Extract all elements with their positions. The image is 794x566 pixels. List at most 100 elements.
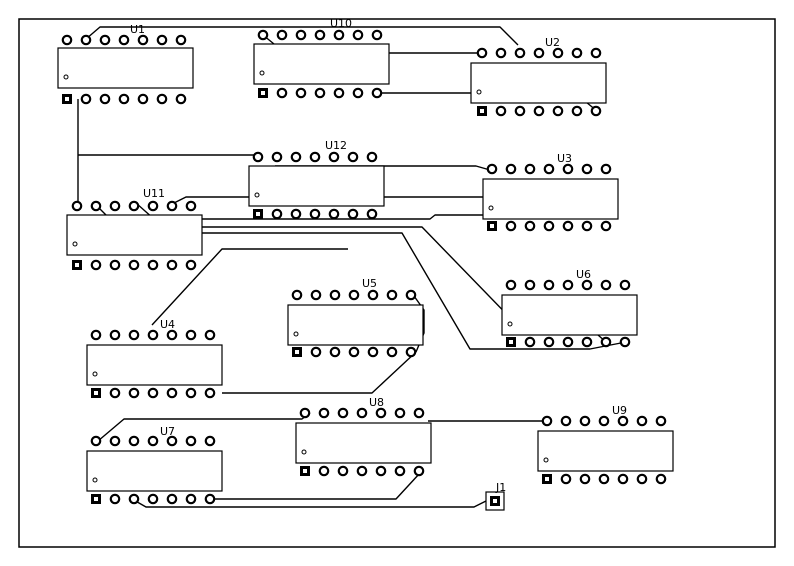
pad [147, 200, 159, 212]
pad [590, 47, 602, 59]
pad [541, 415, 553, 427]
pad [166, 259, 178, 271]
pad [347, 151, 359, 163]
pad [80, 93, 92, 105]
pad [514, 47, 526, 59]
pad [505, 163, 517, 175]
pad [185, 329, 197, 341]
pad [204, 329, 216, 341]
chip-u6: U6 [501, 268, 638, 348]
chip-body [482, 178, 619, 220]
pad [562, 220, 574, 232]
pad [71, 200, 83, 212]
trace [151, 248, 348, 326]
pad [655, 415, 667, 427]
pad [552, 47, 564, 59]
pad [147, 493, 159, 505]
pad [347, 208, 359, 220]
pad [128, 435, 140, 447]
chip-label: U9 [612, 404, 627, 417]
pad [318, 407, 330, 419]
chip-label: U4 [160, 318, 175, 331]
pad [505, 279, 517, 291]
pad [128, 387, 140, 399]
pad [617, 473, 629, 485]
pad [309, 151, 321, 163]
pad [579, 473, 591, 485]
pad [352, 87, 364, 99]
pad [543, 336, 555, 348]
chip-body [537, 430, 674, 472]
chip-label: U12 [325, 139, 347, 152]
pad [394, 407, 406, 419]
pin1-marker [293, 331, 299, 337]
pad [310, 289, 322, 301]
pad [371, 87, 383, 99]
pad [533, 47, 545, 59]
chip-body [86, 344, 223, 386]
pad [543, 279, 555, 291]
pad [299, 407, 311, 419]
pin1-marker [507, 321, 513, 327]
chip-label: U6 [576, 268, 591, 281]
pad [175, 34, 187, 46]
pad [486, 163, 498, 175]
pad [619, 336, 631, 348]
pad [533, 105, 545, 117]
trace [222, 351, 417, 394]
pad [337, 465, 349, 477]
pad [147, 259, 159, 271]
pad [579, 415, 591, 427]
pad [394, 465, 406, 477]
pad [617, 415, 629, 427]
pad [109, 435, 121, 447]
pin1-marker [476, 89, 482, 95]
pad [147, 387, 159, 399]
pad [333, 87, 345, 99]
chip-u11: U11 [66, 187, 203, 271]
pad [366, 151, 378, 163]
pad [295, 29, 307, 41]
pad [128, 329, 140, 341]
chip-u1: U1 [57, 23, 194, 105]
pad [356, 465, 368, 477]
pad [147, 329, 159, 341]
pad [109, 329, 121, 341]
pad [367, 289, 379, 301]
trace [97, 412, 311, 442]
pad [560, 473, 572, 485]
pad [352, 29, 364, 41]
pad [413, 407, 425, 419]
chip-body [295, 422, 432, 464]
pad [590, 105, 602, 117]
pad [505, 220, 517, 232]
chip-label: U7 [160, 425, 175, 438]
pin1-marker [543, 457, 549, 463]
pad [118, 34, 130, 46]
pad [375, 407, 387, 419]
pad [252, 151, 264, 163]
pad [413, 465, 425, 477]
pad [137, 93, 149, 105]
chip-label: U5 [362, 277, 377, 290]
chip-body [248, 165, 385, 207]
connector-j1: J1 [485, 481, 506, 511]
chip-u12: U12 [248, 139, 385, 220]
chip-body [66, 214, 203, 256]
pad [109, 387, 121, 399]
pad [314, 29, 326, 41]
pad [185, 200, 197, 212]
pad [571, 47, 583, 59]
chip-label: U8 [369, 396, 384, 409]
pad [405, 346, 417, 358]
chip-u3: U3 [482, 152, 619, 232]
pad [367, 346, 379, 358]
pad [290, 208, 302, 220]
pad [348, 346, 360, 358]
pin1-marker [488, 205, 494, 211]
pad [90, 435, 102, 447]
chip-body [253, 43, 390, 85]
pad [166, 200, 178, 212]
pad [581, 163, 593, 175]
pin1-marker [92, 371, 98, 377]
